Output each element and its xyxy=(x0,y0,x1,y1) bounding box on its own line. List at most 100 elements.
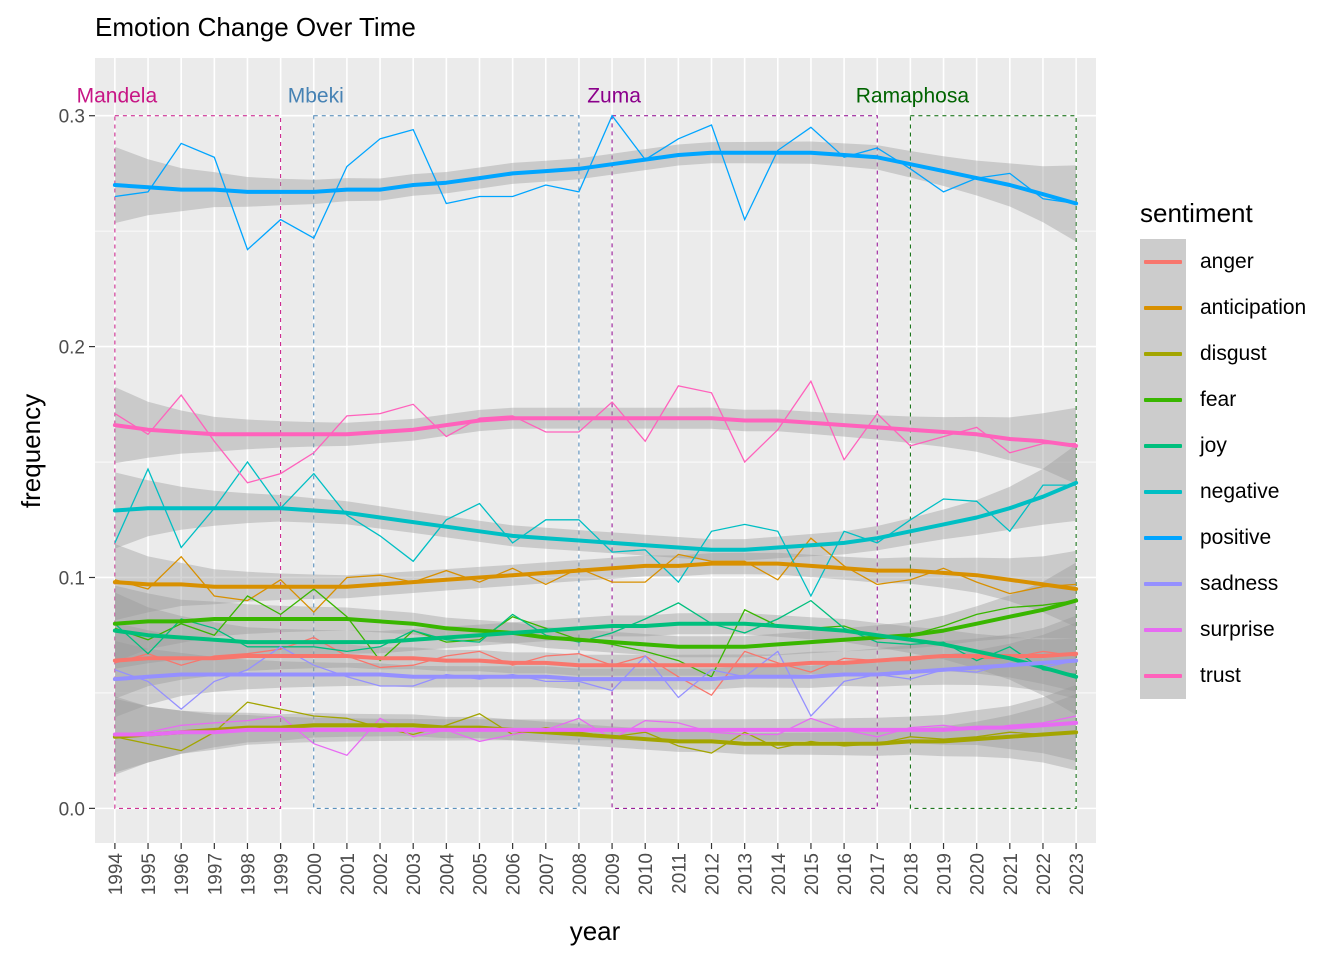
legend-item-negative: negative xyxy=(1140,469,1306,515)
smooth-line-anger xyxy=(112,651,1079,668)
era-markers: Mandela Mbeki Zuma Ramaphosa xyxy=(77,85,1077,809)
legend-label: joy xyxy=(1200,434,1227,457)
legend-item-surprise: surprise xyxy=(1140,607,1306,653)
smooth-line-trust xyxy=(112,416,1079,448)
era-box xyxy=(611,115,878,809)
x-tick-label: 2014 xyxy=(769,853,790,896)
legend-swatch-negative xyxy=(1144,490,1182,494)
x-tick-label: 2006 xyxy=(504,853,525,895)
legend-key xyxy=(1140,239,1186,285)
y-tick-label: 0.2 xyxy=(59,338,85,359)
smooth-line-anticipation xyxy=(112,561,1079,591)
x-tick-label: 1999 xyxy=(272,853,293,895)
legend-swatch-trust xyxy=(1144,674,1182,678)
legend-key xyxy=(1140,561,1186,607)
legend-swatch-positive xyxy=(1144,536,1182,540)
era-box xyxy=(114,115,282,809)
legend-label: disgust xyxy=(1200,342,1267,365)
x-tick-label: 2011 xyxy=(669,853,690,894)
confidence-band-fear xyxy=(114,562,1077,662)
legend-key xyxy=(1140,285,1186,331)
y-tick-label: 0.0 xyxy=(59,799,85,820)
x-tick-label: 1998 xyxy=(239,853,260,895)
x-tick-label: 2023 xyxy=(1067,853,1088,895)
legend-item-disgust: disgust xyxy=(1140,331,1306,377)
smooth-line-fear xyxy=(112,598,1079,649)
legend: sentiment anger anticipation disgust fear jo… xyxy=(1140,198,1306,699)
legend-items: anger anticipation disgust fear joy negative p… xyxy=(1140,239,1306,699)
legend-key xyxy=(1140,377,1186,423)
x-tick-label: 2022 xyxy=(1034,853,1055,895)
legend-swatch-joy xyxy=(1144,444,1182,448)
x-tick-label: 2009 xyxy=(603,853,624,895)
era-label: Mandela xyxy=(77,85,158,108)
x-tick-label: 2019 xyxy=(935,853,956,895)
x-tick-label: 1995 xyxy=(139,853,160,895)
legend-item-sadness: sadness xyxy=(1140,561,1306,607)
era-label: Mbeki xyxy=(288,85,344,108)
legend-label: fear xyxy=(1200,388,1237,411)
series-line-joy xyxy=(114,599,1077,676)
legend-label: surprise xyxy=(1200,618,1275,641)
confidence-band-negative xyxy=(114,444,1077,561)
smooth-line-positive xyxy=(112,150,1079,206)
legend-item-anger: anger xyxy=(1140,239,1306,285)
series-line-sadness xyxy=(114,646,1077,718)
legend-item-fear: fear xyxy=(1140,377,1306,423)
legend-label: anger xyxy=(1200,250,1254,273)
legend-label: trust xyxy=(1200,664,1241,687)
legend-swatch-disgust xyxy=(1144,352,1182,356)
legend-item-positive: positive xyxy=(1140,515,1306,561)
confidence-band-joy xyxy=(114,592,1077,715)
legend-swatch-surprise xyxy=(1144,628,1182,632)
legend-key xyxy=(1140,607,1186,653)
x-axis-label: year xyxy=(570,916,621,946)
y-axis-ticks: 0.0 0.1 0.2 0.3 xyxy=(59,107,95,820)
confidence-band-anger xyxy=(114,615,1077,699)
x-tick-label: 2010 xyxy=(636,853,657,895)
smooth-line-surprise xyxy=(112,720,1079,737)
x-tick-label: 2018 xyxy=(901,853,922,895)
x-axis-ticks: 1994 1995 1996 1997 1998 1999 2000 2001 2002 2003… xyxy=(106,843,1088,895)
smooth-line-joy xyxy=(112,621,1079,679)
legend-swatch-anger xyxy=(1144,260,1182,264)
legend-key xyxy=(1140,469,1186,515)
legend-item-trust: trust xyxy=(1140,653,1306,699)
x-tick-label: 2017 xyxy=(868,853,889,895)
legend-key xyxy=(1140,653,1186,699)
y-tick-label: 0.1 xyxy=(59,568,85,589)
x-tick-label: 2020 xyxy=(968,853,989,895)
x-tick-label: 2015 xyxy=(802,853,823,895)
x-tick-label: 2004 xyxy=(437,853,458,896)
x-tick-label: 2005 xyxy=(471,853,492,895)
x-tick-label: 2016 xyxy=(835,853,856,895)
x-tick-label: 2000 xyxy=(305,853,326,895)
x-tick-label: 1994 xyxy=(106,853,127,896)
legend-label: negative xyxy=(1200,480,1280,503)
confidence-band-anticipation xyxy=(114,544,1077,628)
legend-label: positive xyxy=(1200,526,1272,549)
legend-key xyxy=(1140,331,1186,377)
legend-item-joy: joy xyxy=(1140,423,1306,469)
era-box xyxy=(313,115,580,809)
series-negative xyxy=(114,460,1077,598)
series-line-negative xyxy=(114,460,1077,598)
legend-key xyxy=(1140,423,1186,469)
x-tick-label: 1997 xyxy=(205,853,226,895)
x-tick-label: 2021 xyxy=(1001,853,1022,895)
legend-label: anticipation xyxy=(1200,296,1307,319)
series-positive xyxy=(114,114,1077,251)
smooth-line-disgust xyxy=(112,723,1079,746)
legend-swatch-sadness xyxy=(1144,582,1182,586)
series-line-anticipation xyxy=(114,537,1077,614)
y-tick-label: 0.3 xyxy=(59,107,85,128)
x-tick-label: 2012 xyxy=(703,853,724,895)
x-tick-label: 2008 xyxy=(570,853,591,895)
legend-swatch-fear xyxy=(1144,398,1182,402)
legend-label: sadness xyxy=(1200,572,1279,595)
legend-item-anticipation: anticipation xyxy=(1140,285,1306,331)
series-line-positive xyxy=(114,114,1077,251)
era-label: Zuma xyxy=(587,85,641,108)
smooth-line-negative xyxy=(112,480,1079,552)
